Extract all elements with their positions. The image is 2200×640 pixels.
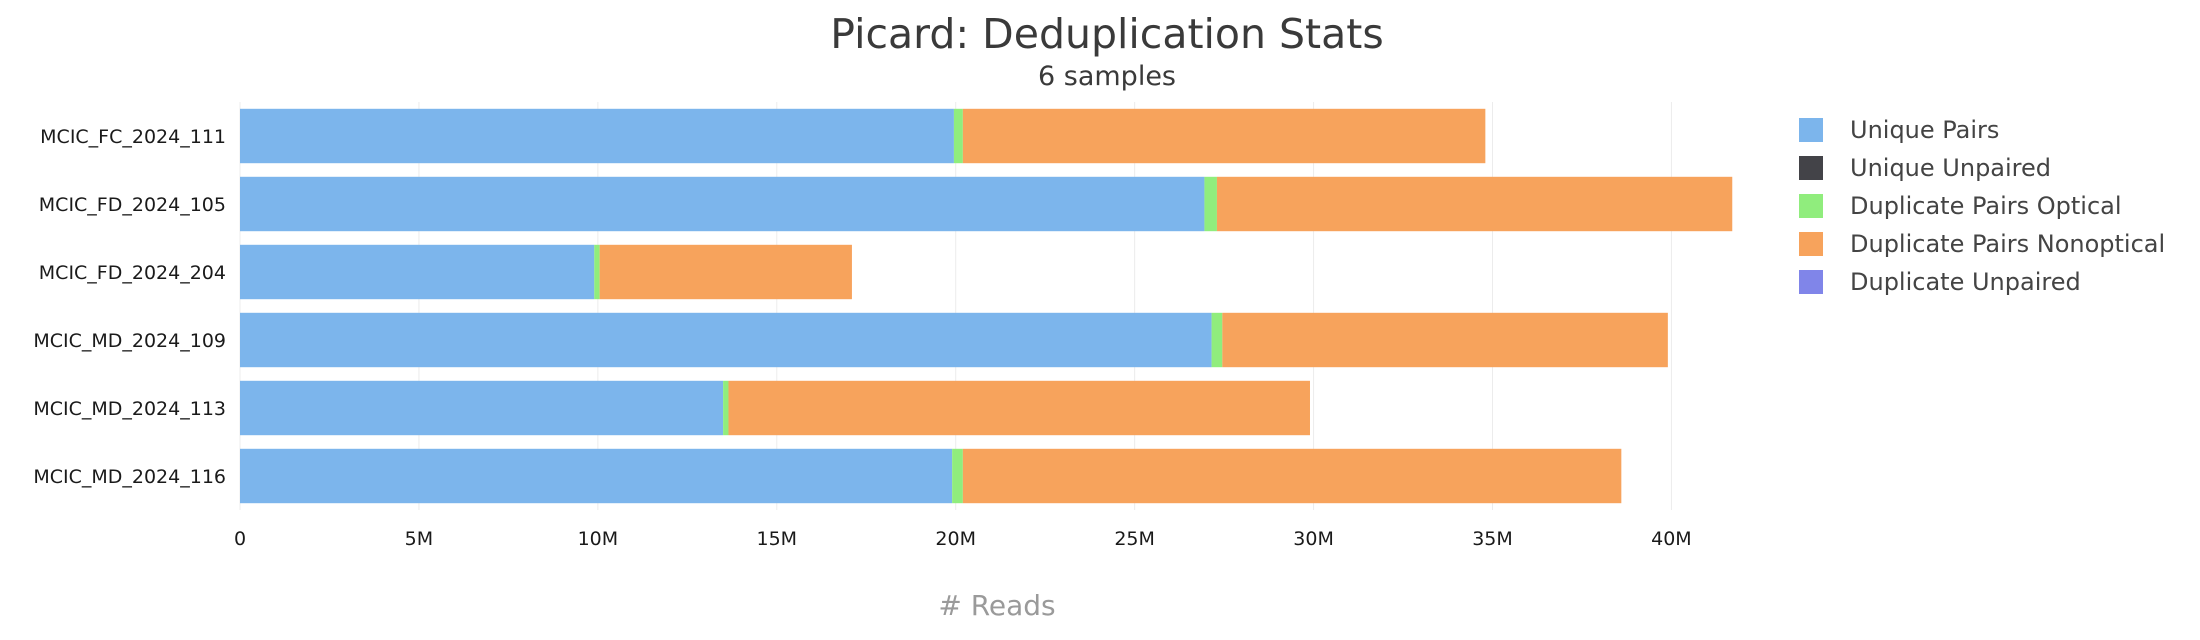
x-tick-labels: 0 5M 10M 15M 20M 25M 30M 35M 40M: [234, 528, 1692, 550]
bar-segment: [594, 244, 600, 300]
category-label: MCIC_FC_2024_111: [40, 126, 226, 148]
bar-segment: [240, 380, 724, 436]
chart-subtitle: 6 samples: [1038, 61, 1176, 92]
bar-segment: [1222, 312, 1668, 368]
bar-segment: [240, 244, 595, 300]
legend-swatch: [1799, 232, 1823, 256]
category-label: MCIC_MD_2024_113: [33, 398, 226, 420]
bars: [240, 108, 1733, 504]
x-tick-label: 30M: [1293, 528, 1334, 550]
legend-swatch: [1799, 118, 1823, 142]
bar-segment: [1211, 312, 1223, 368]
category-label: MCIC_MD_2024_109: [33, 330, 226, 352]
x-tick-label: 40M: [1651, 528, 1692, 550]
legend-label: Duplicate Pairs Nonoptical: [1850, 230, 2165, 258]
bar-segment: [240, 312, 1212, 368]
x-tick-label: 15M: [756, 528, 797, 550]
legend-label: Duplicate Pairs Optical: [1850, 192, 2122, 220]
bar-segment: [1216, 176, 1733, 232]
bar-segment: [728, 380, 1310, 436]
legend-item[interactable]: Unique Unpaired: [1799, 154, 2051, 182]
category-label: MCIC_FD_2024_204: [39, 262, 226, 284]
bar-segment: [962, 108, 1486, 164]
x-tick-label: 20M: [935, 528, 976, 550]
legend-swatch: [1799, 194, 1823, 218]
x-tick-label: 5M: [405, 528, 433, 550]
bar-segment: [1204, 176, 1217, 232]
legend-label: Unique Unpaired: [1850, 154, 2051, 182]
x-tick-label: 10M: [578, 528, 619, 550]
category-labels: MCIC_FC_2024_111 MCIC_FD_2024_105 MCIC_FD_…: [33, 126, 226, 488]
legend-swatch: [1799, 156, 1823, 180]
bar-segment: [723, 380, 729, 436]
x-tick-label: 25M: [1114, 528, 1155, 550]
bar-segment: [599, 244, 852, 300]
bar-segment: [952, 448, 963, 504]
x-axis-label: # Reads: [938, 589, 1055, 622]
bar-segment: [962, 448, 1622, 504]
bar-segment: [953, 108, 963, 164]
bar-segment: [240, 108, 954, 164]
grid-lines: [239, 102, 1672, 510]
chart-title: Picard: Deduplication Stats: [830, 10, 1383, 58]
legend: Unique Pairs Unique Unpaired Duplicate Pai…: [1799, 116, 2165, 296]
bar-segment: [240, 448, 953, 504]
legend-swatch: [1799, 270, 1823, 294]
legend-item[interactable]: Duplicate Pairs Optical: [1799, 192, 2122, 220]
category-label: MCIC_MD_2024_116: [33, 466, 226, 488]
legend-item[interactable]: Duplicate Pairs Nonoptical: [1799, 230, 2165, 258]
x-tick-label: 35M: [1472, 528, 1513, 550]
x-tick-label: 0: [234, 528, 246, 550]
legend-item[interactable]: Duplicate Unpaired: [1799, 268, 2081, 296]
legend-item[interactable]: Unique Pairs: [1799, 116, 1999, 144]
legend-label: Duplicate Unpaired: [1850, 268, 2081, 296]
legend-label: Unique Pairs: [1850, 116, 1999, 144]
bar-segment: [240, 176, 1205, 232]
category-label: MCIC_FD_2024_105: [39, 194, 226, 216]
